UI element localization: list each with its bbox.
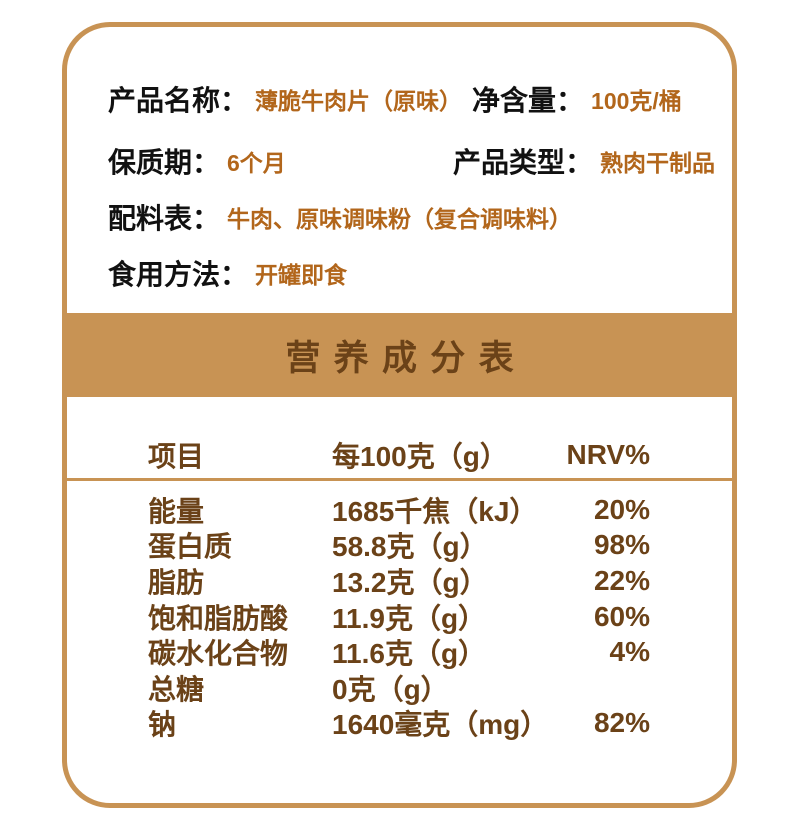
row-item: 饱和脂肪酸 [148,602,289,634]
row-per100g: 0克（g） [332,673,449,705]
nutrition-table-body: 能量 1685千焦（kJ） 20% 蛋白质 58.8克（g） 98% 脂肪 13… [67,492,732,741]
row-per100g: 11.6克（g） [332,638,487,670]
nutrition-table-header: 项目 每100克（g） NRV% [67,434,732,476]
row-per100g: 1685千焦（kJ） [332,495,538,527]
product-type-label: 产品类型： [453,147,594,178]
shelf-life-value: 6个月 [227,150,286,176]
row-nrv: 60% [593,600,650,632]
header-per100g: 每100克（g） [332,441,508,472]
info-row-ingredients: 配料表： 牛肉、原味调味粉（复合调味料） [67,196,732,238]
usage-value: 开罐即食 [255,262,348,288]
row-nrv: 98% [593,529,650,561]
header-item: 项目 [148,441,205,472]
product-name-value: 薄脆牛肉片（原味） [255,88,463,114]
nutrition-title-band: 营养成分表 [67,313,732,397]
header-nrv: NRV% [566,439,650,470]
row-nrv: 82% [593,707,650,739]
usage-label: 食用方法： [108,259,249,290]
info-row-product-name: 产品名称： 薄脆牛肉片（原味） 净含量： 100克/桶 [67,78,732,120]
net-content-value: 100克/桶 [591,88,682,114]
product-type-pair: 产品类型： 熟肉干制品 [453,140,725,182]
row-nrv: 22% [593,564,650,596]
ingredients-value: 牛肉、原味调味粉（复合调味料） [227,206,573,232]
info-row-shelf-life: 保质期： 6个月 产品类型： 熟肉干制品 [67,140,732,182]
row-per100g: 11.9克（g） [332,602,487,634]
row-item: 钠 [148,709,177,741]
table-row: 饱和脂肪酸 11.9克（g） 60% [67,599,732,635]
shelf-life-label: 保质期： [108,147,221,178]
row-nrv: 20% [593,493,650,525]
table-row: 钠 1640毫克（mg） 82% [67,706,732,742]
table-row: 蛋白质 58.8克（g） 98% [67,528,732,564]
ingredients-label: 配料表： [108,203,221,234]
row-per100g: 13.2克（g） [332,566,488,598]
row-item: 蛋白质 [148,531,233,563]
table-row: 脂肪 13.2克（g） 22% [67,563,732,599]
row-per100g: 58.8克（g） [332,531,488,563]
row-item: 能量 [148,495,205,527]
table-row: 总糖 0克（g） [67,670,732,706]
row-item: 脂肪 [148,566,205,598]
product-info-card: 产品名称： 薄脆牛肉片（原味） 净含量： 100克/桶 保质期： 6个月 产品类… [62,22,737,808]
info-row-usage: 食用方法： 开罐即食 [67,252,732,294]
row-per100g: 1640毫克（mg） [332,709,549,741]
table-row: 能量 1685千焦（kJ） 20% [67,492,732,528]
row-nrv: 4% [609,636,650,668]
header-divider [67,478,732,481]
row-item: 碳水化合物 [148,638,289,670]
product-name-label: 产品名称： [108,85,249,116]
row-item: 总糖 [148,673,205,705]
table-row: 碳水化合物 11.6克（g） 4% [67,634,732,670]
nutrition-title: 营养成分表 [285,338,527,378]
product-type-value: 熟肉干制品 [600,150,716,176]
net-content-label: 净含量： [472,85,585,116]
